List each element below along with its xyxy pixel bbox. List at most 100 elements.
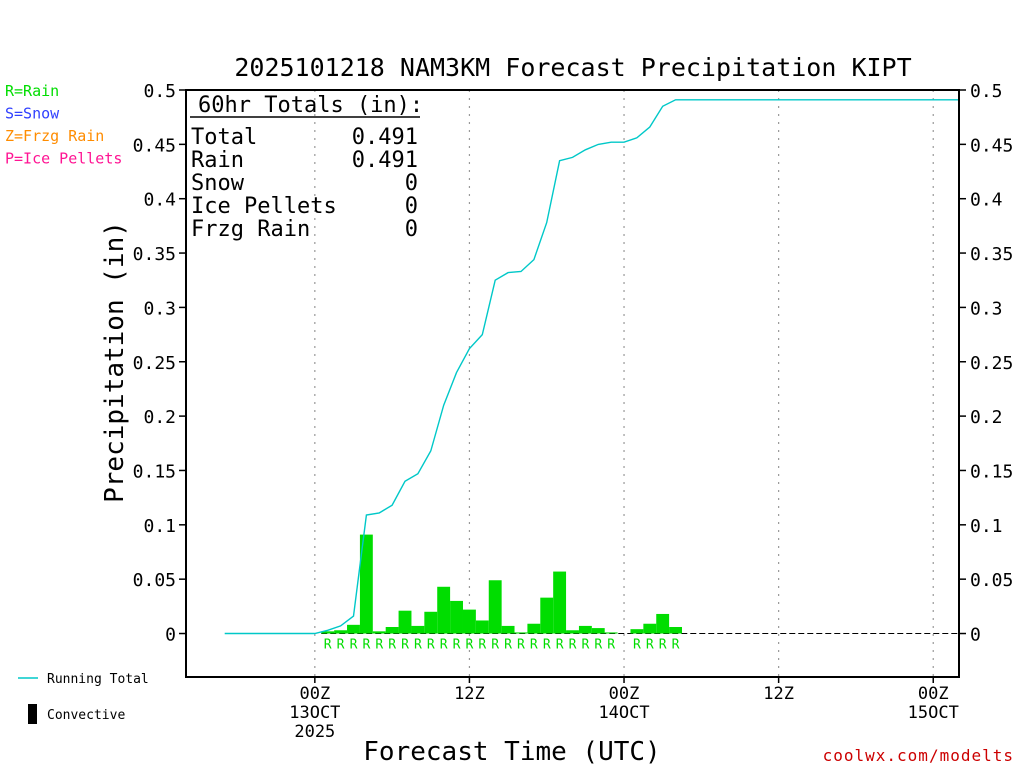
rain-bar [656,613,670,634]
rain-bar [591,628,605,634]
precip-type-legend-item: R=Rain [5,82,59,100]
totals-row-label: Frzg Rain [191,217,310,242]
rain-bar [540,597,554,634]
totals-heading: 60hr Totals (in): [198,93,423,118]
rain-marker: R [414,638,422,653]
rain-marker: R [324,638,332,653]
precip-type-legend: R=Rain S=Snow Z=Frzg Rain P=Ice Pellets [5,82,122,168]
x-axis-label: Forecast Time (UTC) [363,737,660,767]
rain-bar [347,624,360,634]
precip-type-legend-item: S=Snow [5,105,60,123]
rain-bar [385,626,399,634]
rain-marker: R [530,638,538,653]
line-legend-label: Convective [47,708,125,723]
chart-title: 2025101218 NAM3KM Forecast Precipitation… [234,53,911,82]
rain-marker: R [504,638,512,653]
rain-bar [437,586,451,634]
y-tick-label: 0.45 [133,135,176,156]
rain-marker: R [440,638,448,653]
totals-row-label: Rain [191,148,244,173]
rain-bar [411,625,425,634]
plot-frame [185,89,960,678]
credit-text: coolwx.com/modelts [823,746,1014,765]
rain-marker: R [517,638,525,653]
rain-bar [527,623,541,634]
y-tick-label: 0.5 [143,81,176,102]
x-tick-label: 2025 [294,722,335,742]
y-tick-label: 0.4 [143,190,176,211]
rain-bar [424,611,438,634]
rain-bar [334,630,348,634]
x-tick-label: 00Z [299,684,330,704]
rain-bar [669,626,683,634]
y-tick-label: 0.45 [970,135,1013,156]
y-axis-left: 0 0.05 0.1 0.15 0.2 0.25 0.3 0.35 0.4 0.45 0.5 [133,81,186,646]
rain-marker: R [594,638,602,653]
rain-bar [462,609,476,634]
rain-marker: R [646,638,654,653]
precip-type-legend-item: Z=Frzg Rain [5,127,104,145]
rain-bar [501,625,515,634]
rain-marker: R [375,638,383,653]
rain-marker: R [556,638,564,653]
totals-row-label: Snow [191,171,245,196]
rain-marker: R [478,638,486,653]
x-tick-label: 00Z [918,684,949,704]
convective-legend-swatch [28,704,37,724]
y-tick-label: 0.2 [970,407,1003,428]
rain-bar [643,623,657,634]
x-tick-label: 12Z [763,684,794,704]
y-tick-label: 0.15 [970,461,1013,482]
totals-row-value: 0 [405,194,418,219]
rain-bar [630,629,644,634]
y-tick-label: 0.35 [970,244,1013,265]
gridlines [314,90,934,677]
rain-marker: R [350,638,358,653]
x-tick-label: 00Z [609,684,640,704]
rain-bar [398,610,412,634]
totals-row-value: 0.491 [352,148,418,173]
y-tick-label: 0.1 [970,516,1003,537]
totals-row-value: 0 [405,217,418,242]
y-axis-label: Precipitation (in) [100,221,130,503]
rain-marker: R [401,638,409,653]
rain-bar [488,580,502,634]
totals-box: 60hr Totals (in): Total 0.491 Rain 0.491 Sno… [190,93,423,242]
rain-bar [553,571,567,634]
rain-marker: R [337,638,345,653]
line-legend-label: Running Total [47,672,149,687]
y-tick-label: 0.05 [970,570,1013,591]
rain-marker: R [633,638,641,653]
rain-bar [578,625,592,634]
y-tick-label: 0.05 [133,570,176,591]
rain-marker: R [466,638,474,653]
rain-bar [475,620,489,634]
line-legend: Running Total Convective [18,672,149,724]
totals-row-label: Total [191,125,257,150]
rain-marker: R [491,638,499,653]
y-tick-label: 0.1 [143,516,176,537]
y-tick-label: 0.3 [143,298,176,319]
rain-marker: R [388,638,396,653]
rain-marker: R [543,638,551,653]
y-axis-right: 0 0.05 0.1 0.15 0.2 0.25 0.3 0.35 0.4 0.45 0.5 [959,81,1013,646]
rain-marker: R [427,638,435,653]
rain-bar [604,632,618,634]
rain-marker: R [362,638,370,653]
x-tick-label: 14OCT [598,703,649,723]
rain-marker: R [581,638,589,653]
y-tick-label: 0.25 [970,353,1013,374]
y-tick-label: 0.3 [970,298,1003,319]
rain-bars [321,534,683,634]
totals-row-value: 0 [405,171,418,196]
y-tick-label: 0 [165,625,176,646]
rain-bar [566,630,579,634]
y-tick-label: 0.2 [143,407,176,428]
rain-marker: R [672,638,680,653]
rain-bar [321,631,335,634]
x-tick-label: 12Z [454,684,485,704]
x-tick-label: 15OCT [908,703,959,723]
y-tick-label: 0 [970,625,981,646]
